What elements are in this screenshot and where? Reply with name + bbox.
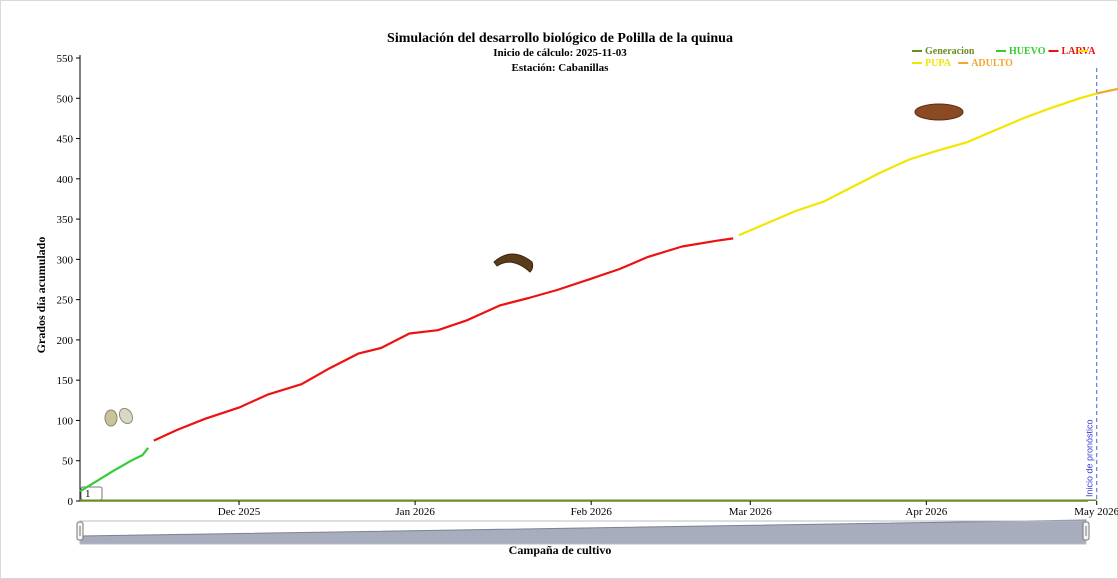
chart-subtitle-station: Estación: Cabanillas [512,62,610,74]
legend-item-adulto[interactable]: ADULTO [971,58,1013,69]
series-line-adulto [1096,87,1118,95]
y-tick-label: 450 [57,134,74,146]
x-tick-label: Dec 2025 [218,506,261,518]
chart-subtitle-start: Inicio de cálculo: 2025-11-03 [493,47,627,59]
larva-icon [493,253,534,273]
y-tick-label: 100 [57,415,74,427]
legend-item-huevo[interactable]: HUEVO [1009,46,1046,57]
y-tick-label: 50 [62,456,74,468]
y-tick-label: 0 [68,496,74,508]
pupa-icon [914,103,964,121]
x-tick-label: Mar 2026 [729,506,773,518]
y-tick-label: 550 [57,53,74,65]
egg-shape [118,407,134,425]
x-tick-label: Apr 2026 [905,506,947,518]
forecast-annotation: Inicio de pronóstico [1085,419,1095,497]
pupa-shape [914,103,964,121]
x-tick-label: Feb 2026 [571,506,613,518]
y-tick-label: 400 [57,174,74,186]
series-line-larva [153,237,734,442]
x-tick-label: May 2026 [1074,506,1118,518]
legend-item-generacion[interactable]: Generacion [925,46,975,57]
value-label: 1 [85,488,91,500]
navigator-area [79,519,1087,545]
larva-shape [493,253,534,273]
chart-title: Simulación del desarrollo biológico de P… [387,31,733,46]
y-tick-label: 200 [57,335,74,347]
x-axis-label: Campaña de cultivo [509,543,612,557]
x-tick-label: Jan 2026 [395,506,435,518]
egg-shape [104,409,118,427]
y-tick-label: 300 [57,254,74,266]
y-tick-label: 500 [57,93,74,105]
series-line-huevo [79,447,150,493]
legend-item-pupa[interactable]: PUPA [925,58,952,69]
y-axis-label: Grados día acumulado [34,237,48,354]
y-tick-label: 350 [57,214,74,226]
egg-icon [104,407,134,427]
series-line-pupa [738,92,1098,237]
y-tick-label: 150 [57,375,74,387]
y-tick-label: 250 [57,295,74,307]
